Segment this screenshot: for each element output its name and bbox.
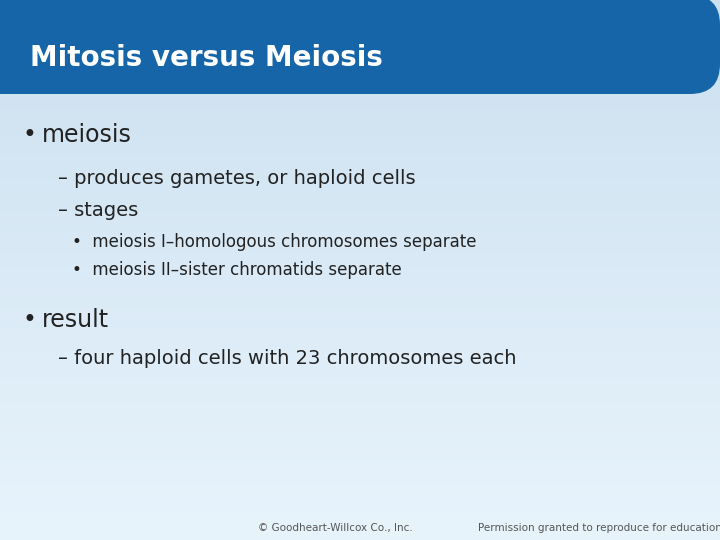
Text: •: • — [22, 308, 36, 332]
Text: – stages: – stages — [58, 200, 138, 219]
Text: – produces gametes, or haploid cells: – produces gametes, or haploid cells — [58, 168, 415, 187]
FancyBboxPatch shape — [0, 0, 720, 94]
Text: result: result — [42, 308, 109, 332]
Text: Permission granted to reproduce for educational use only.: Permission granted to reproduce for educ… — [478, 523, 720, 533]
Text: Mitosis versus Meiosis: Mitosis versus Meiosis — [30, 44, 383, 72]
Text: meiosis: meiosis — [42, 123, 132, 147]
Text: •: • — [22, 123, 36, 147]
Text: © Goodheart-Willcox Co., Inc.: © Goodheart-Willcox Co., Inc. — [258, 523, 413, 533]
Text: •  meiosis II–sister chromatids separate: • meiosis II–sister chromatids separate — [72, 261, 402, 279]
Text: – four haploid cells with 23 chromosomes each: – four haploid cells with 23 chromosomes… — [58, 348, 516, 368]
Text: •  meiosis I–homologous chromosomes separate: • meiosis I–homologous chromosomes separ… — [72, 233, 477, 251]
